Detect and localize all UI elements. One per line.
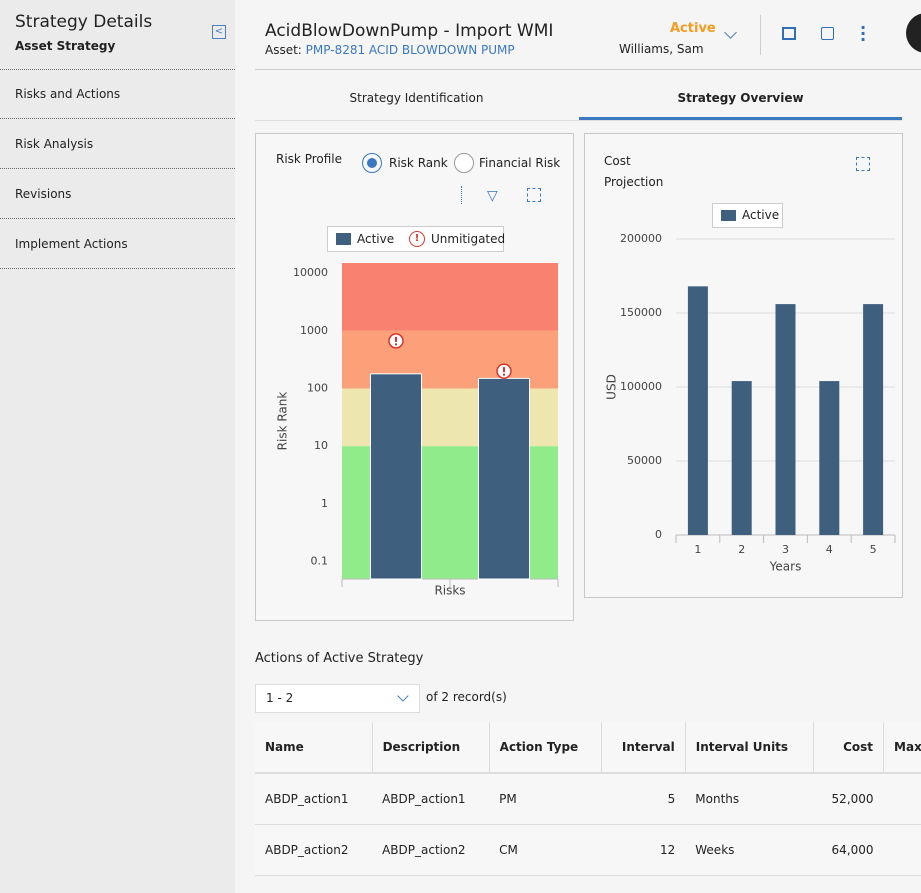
header-title: AcidBlowDownPump - Import WMI xyxy=(265,21,554,41)
expand-button[interactable] xyxy=(527,188,541,202)
table-row: ABDP_action1 ABDP_action1 PM 5 Months 52,000 xyxy=(255,773,921,825)
tab-active[interactable]: Strategy Overview xyxy=(579,76,902,120)
legend-icon: ! xyxy=(409,231,425,247)
column-header: Max U xyxy=(883,722,921,774)
legend-label: Active xyxy=(742,208,780,222)
sidebar: Strategy Details Asset Strategy < Risks … xyxy=(0,0,235,893)
grid-button[interactable] xyxy=(782,27,796,40)
owner: Williams, Sam xyxy=(619,42,704,56)
nav-item[interactable]: Revisions xyxy=(0,170,235,219)
table-cell: ABDP_action2 xyxy=(255,824,373,876)
assistant-button[interactable] xyxy=(906,13,921,53)
table-cell: ABDP_action1 xyxy=(255,773,373,825)
nav-item[interactable]: Risks and Actions xyxy=(0,70,235,119)
more-button[interactable]: · · · xyxy=(860,18,867,49)
asset-label: Asset: xyxy=(265,43,302,57)
risk-title: Risk Profile xyxy=(276,152,342,166)
divider xyxy=(461,186,462,204)
table-cell: 5 xyxy=(601,773,686,825)
nav-item[interactable]: Implement Actions xyxy=(0,220,235,269)
legend-swatch xyxy=(721,210,736,221)
risk-legend: Active ! Unmitigated xyxy=(327,226,506,252)
table-cell: ABDP_action2 xyxy=(372,824,490,876)
sidebar-subtitle: Asset Strategy xyxy=(15,39,116,53)
expand-button[interactable] xyxy=(856,157,870,171)
status: Active xyxy=(670,21,716,36)
status-dropdown[interactable] xyxy=(724,26,737,39)
actions-title: Actions of Active Strategy xyxy=(255,651,424,666)
cost-title: Cost Projection xyxy=(604,154,664,189)
record-count: of 2 record(s) xyxy=(426,690,507,704)
table-row: ABDP_action2 ABDP_action2 CM 12 Weeks 64,000 xyxy=(255,824,921,876)
risk-panel xyxy=(255,133,574,621)
table-cell xyxy=(883,773,921,825)
save-button[interactable] xyxy=(821,27,834,40)
column-header: Interval xyxy=(601,722,686,774)
radio-label[interactable]: Financial Risk xyxy=(479,156,561,170)
column-header: Name xyxy=(255,722,373,774)
table-cell xyxy=(883,824,921,876)
filter-button[interactable]: ▽ xyxy=(487,188,498,204)
table-cell: Months xyxy=(685,773,814,825)
tab[interactable]: Strategy Identification xyxy=(349,91,484,105)
pager-value: 1 - 2 xyxy=(266,691,294,705)
legend-label: Active xyxy=(357,232,395,246)
radio-label[interactable]: Risk Rank xyxy=(389,156,448,170)
table-cell: Weeks xyxy=(685,824,814,876)
radio[interactable] xyxy=(454,153,474,173)
header-row: Name Description Action Type Interval Interv… xyxy=(255,722,921,774)
tab-line xyxy=(255,120,902,121)
asset-link[interactable]: PMP-8281 ACID BLOWDOWN PUMP xyxy=(305,43,515,57)
radio-selected[interactable] xyxy=(362,153,382,173)
column-header: Action Type xyxy=(489,722,603,774)
column-header: Interval Units xyxy=(685,722,814,774)
divider xyxy=(760,15,761,55)
table-cell: 12 xyxy=(601,824,686,876)
table-cell: 64,000 xyxy=(813,824,884,876)
actions-table: Name Description Action Type Interval Interv… xyxy=(255,722,921,876)
column-header: Description xyxy=(372,722,490,774)
legend-label: Unmitigated xyxy=(431,232,506,246)
divider xyxy=(255,69,921,70)
table-cell: PM xyxy=(489,773,602,825)
table-cell: CM xyxy=(489,824,602,876)
divider xyxy=(0,69,235,70)
legend-swatch xyxy=(336,233,351,245)
cost-legend: Active xyxy=(712,203,783,228)
pager-select[interactable]: 1 - 2 xyxy=(255,684,420,713)
table-cell: 52,000 xyxy=(813,773,884,825)
sidebar-title: Strategy Details xyxy=(15,12,153,32)
asset-line: Asset: PMP-8281 ACID BLOWDOWN PUMP xyxy=(265,43,515,57)
column-header: Cost xyxy=(813,722,885,774)
table-cell: ABDP_action1 xyxy=(372,773,490,825)
collapse-button[interactable]: < xyxy=(212,25,226,39)
nav-item[interactable]: Risk Analysis xyxy=(0,120,235,169)
